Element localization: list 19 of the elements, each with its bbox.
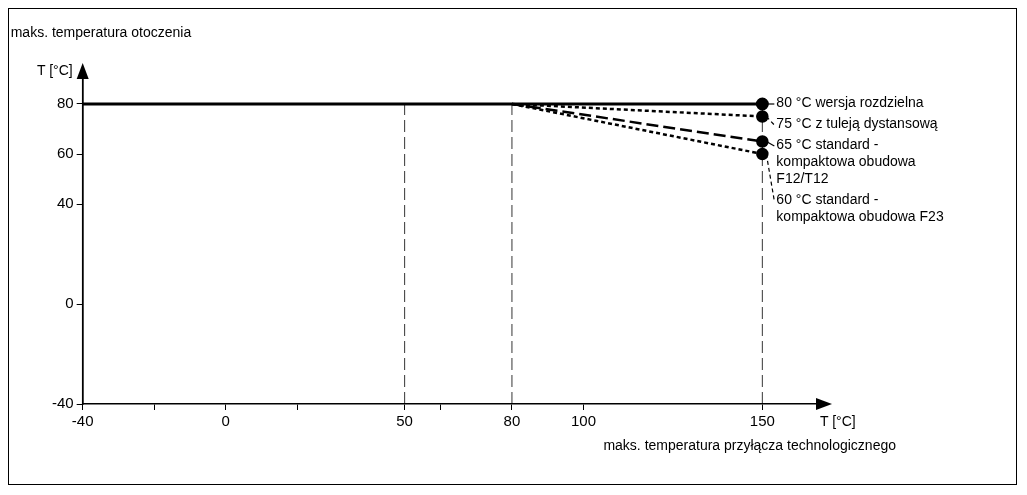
legend-label: 80 °C wersja rozdzielna: [776, 93, 924, 110]
text: T [°C]: [820, 413, 856, 429]
y-tick-label: 40: [56, 194, 74, 212]
x-tick-label: -40: [71, 412, 94, 430]
y-axis-title: maks. temperatura otoczenia: [10, 24, 192, 40]
x-tick-label: 80: [503, 412, 521, 430]
y-tick-label: -40: [51, 394, 74, 412]
x-axis-title: maks. temperatura przyłącza technologicznego: [603, 437, 897, 453]
x-tick-label: 50: [396, 412, 413, 430]
y-tick-label: 80: [56, 94, 74, 112]
x-tick-label: 150: [749, 412, 775, 430]
x-tick-label: 0: [221, 412, 230, 430]
text: 60 °C standard - kompaktowa obudowa F23: [776, 190, 944, 224]
y-tick-label: 60: [56, 144, 74, 162]
x-tick-label: 100: [570, 412, 596, 430]
legend-label: 65 °C standard - kompaktowa obudowa F12/T12: [776, 135, 916, 186]
text: T [°C]: [36, 62, 73, 78]
y-tick-label: 0: [65, 294, 74, 312]
legend-label: 75 °C z tuleją dystansową: [776, 114, 938, 131]
